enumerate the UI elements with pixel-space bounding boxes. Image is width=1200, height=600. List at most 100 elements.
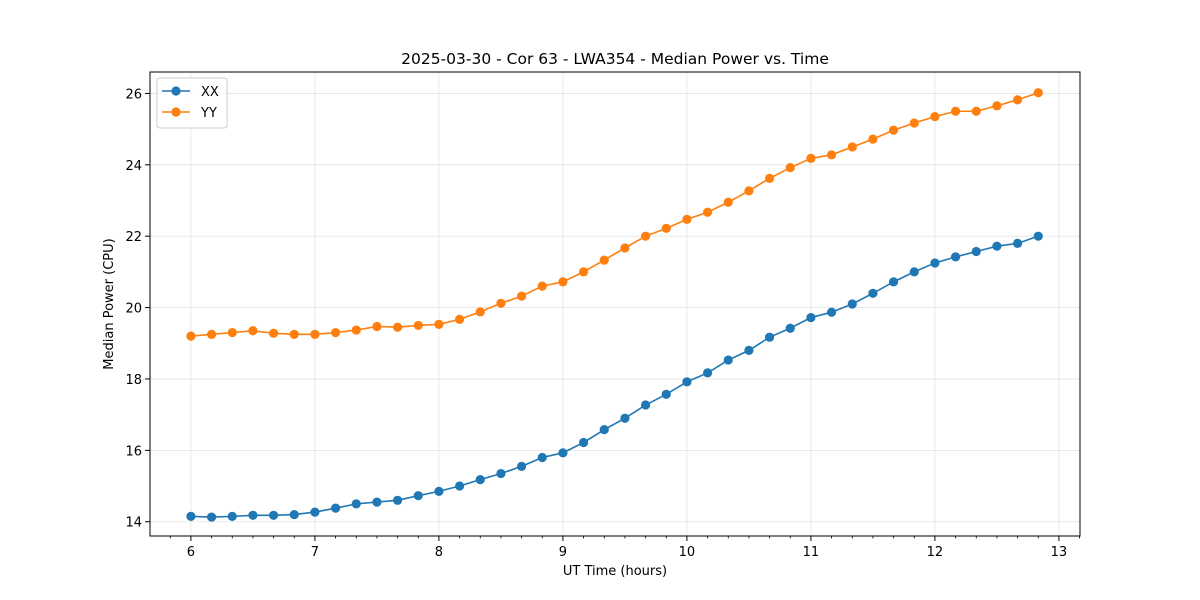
y-tick-label: 26 [125,87,142,102]
legend-label-xx: XX [201,85,219,100]
data-point-yy [950,106,961,116]
y-tick-label: 22 [125,230,142,245]
data-point-xx [310,507,320,517]
data-point-xx [330,503,341,513]
legend-marker-xx [171,86,181,96]
data-point-xx [971,246,981,257]
x-tick-label: 13 [1051,545,1068,560]
data-point-xx [227,511,237,521]
data-point-yy [578,267,589,277]
data-point-yy [640,231,651,241]
data-point-xx [1033,231,1043,241]
data-point-xx [248,510,258,520]
data-point-xx [682,377,692,387]
data-point-xx [599,425,609,435]
legend: XX YY [156,77,228,129]
data-point-yy [186,331,196,341]
data-point-xx [372,497,382,507]
x-tick-label: 6 [187,545,195,560]
data-point-yy [888,125,899,135]
data-point-yy [1033,88,1043,98]
data-point-xx [888,277,899,287]
gridlines [150,72,1080,536]
y-tick-label: 20 [125,302,142,317]
x-tick-label: 7 [311,545,319,560]
data-point-xx [702,368,713,378]
data-point-xx [764,332,775,342]
data-point-xx [268,510,279,520]
x-tick-label: 9 [559,545,567,560]
data-point-yy [702,207,713,217]
data-point-yy [537,281,547,291]
data-point-yy [868,134,878,144]
y-tick-label: 24 [125,159,142,174]
data-point-yy [206,329,217,339]
legend-marker-yy [171,107,181,117]
data-point-xx [206,512,217,522]
y-tick-label: 16 [125,444,142,459]
data-point-xx [868,288,878,298]
data-point-xx [847,299,857,309]
data-point-yy [909,118,919,128]
data-point-yy [372,321,382,332]
data-point-yy [661,223,671,233]
data-point-yy [620,243,630,253]
data-point-xx [454,481,465,491]
y-tick-label: 18 [125,373,142,388]
data-point-xx [723,355,733,365]
data-point-yy [496,298,506,308]
data-point-yy [434,319,444,329]
data-point-xx [516,461,527,471]
series-layer [186,88,1043,522]
data-point-yy [992,101,1002,111]
legend-label-yy: YY [200,106,217,121]
data-point-xx [950,252,961,262]
data-point-xx [661,389,671,399]
data-point-xx [992,241,1002,251]
data-point-yy [599,255,609,265]
data-point-yy [847,142,857,152]
data-point-yy [248,326,258,336]
data-point-yy [227,327,237,338]
axes: 6 7 8 9 10 11 12 13 14 16 18 20 22 24 26 [125,87,1080,560]
data-point-xx [785,323,795,333]
chart-title: 2025-03-30 - Cor 63 - LWA354 - Median Po… [401,50,829,68]
data-point-xx [909,267,919,277]
data-point-yy [268,328,279,338]
y-axis-label: Median Power (CPU) [102,238,117,369]
x-tick-label: 11 [803,545,820,560]
data-point-yy [826,150,837,160]
data-point-yy [351,325,361,335]
data-point-xx [413,491,423,501]
data-point-xx [434,486,444,496]
data-point-yy [330,327,341,338]
data-point-xx [475,475,485,485]
data-point-yy [1012,95,1023,105]
data-point-yy [392,322,403,332]
data-point-yy [558,277,568,287]
data-point-xx [558,448,568,458]
x-tick-label: 8 [435,545,443,560]
x-tick-label: 10 [679,545,696,560]
data-point-xx [186,511,196,521]
data-point-yy [806,153,816,163]
data-point-xx [806,312,816,323]
x-axis-label: UT Time (hours) [563,564,667,579]
data-point-xx [826,307,837,317]
data-point-yy [454,314,465,324]
data-point-xx [620,413,630,423]
data-point-xx [496,468,506,479]
data-point-yy [971,106,981,116]
data-point-xx [930,258,940,268]
data-point-xx [640,400,651,410]
data-point-yy [475,307,485,317]
data-point-xx [578,437,589,448]
data-point-yy [764,173,775,183]
data-point-yy [930,112,940,122]
data-point-xx [289,509,299,520]
x-tick-label: 12 [927,545,944,560]
data-point-yy [723,197,733,207]
data-point-xx [351,499,361,509]
y-tick-label: 14 [125,516,142,531]
